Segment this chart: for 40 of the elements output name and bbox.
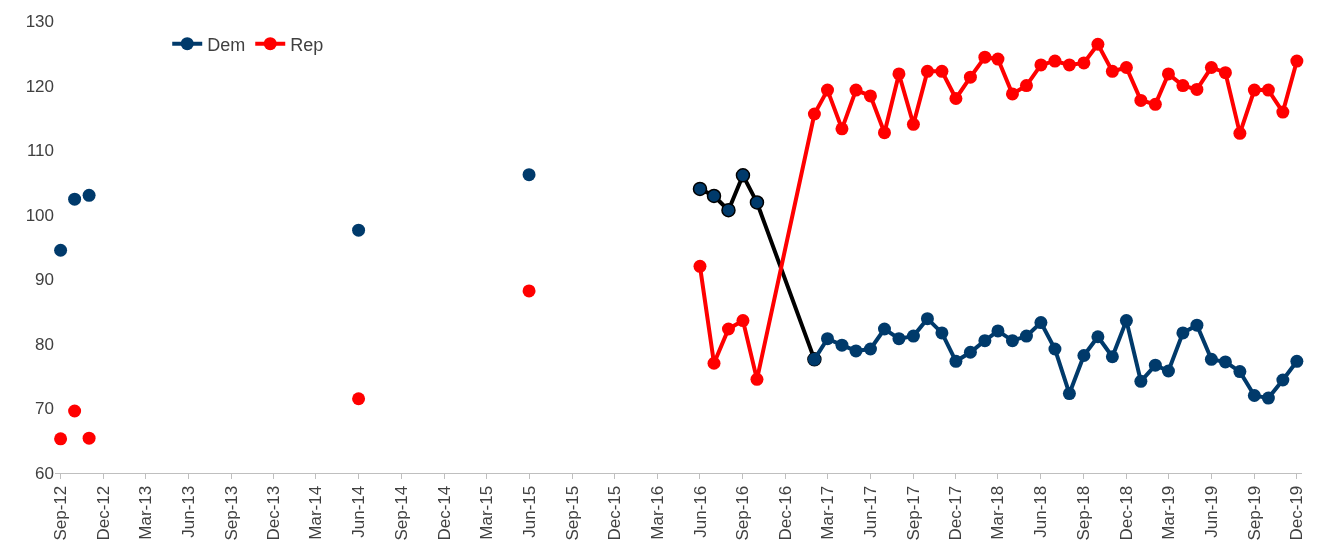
x-tick-label: Dec-16 (775, 485, 795, 541)
y-tick-label: 100 (25, 205, 54, 225)
x-tick-label: Jun-18 (1031, 485, 1051, 538)
x-tick-label: Jun-13 (178, 485, 198, 538)
x-tick-label: Mar-13 (135, 485, 155, 540)
y-tick-label: 130 (25, 11, 54, 31)
legend-label: Dem (207, 34, 246, 55)
y-tick-label: 110 (26, 141, 54, 161)
x-tick-label: Mar-16 (647, 485, 667, 540)
x-tick-label: Jun-16 (690, 485, 710, 538)
x-tick-label: Sep-17 (903, 485, 923, 541)
legend-label: Rep (290, 34, 324, 55)
x-tick-label: Sep-13 (221, 485, 241, 541)
y-tick-label: 60 (35, 463, 54, 483)
x-tick-label: Jun-17 (860, 485, 880, 538)
y-tick-label: 80 (35, 334, 54, 354)
y-tick-label: 120 (25, 76, 54, 96)
x-tick-label: Mar-18 (988, 485, 1008, 540)
x-tick-label: Dec-15 (605, 485, 625, 541)
x-tick-label: Sep-14 (392, 485, 412, 541)
x-tick-label: Sep-16 (733, 485, 753, 541)
x-tick-label: Dec-19 (1287, 485, 1307, 541)
x-tick-label: Sep-15 (562, 485, 582, 541)
x-tick-label: Dec-13 (264, 485, 284, 541)
x-tick-label: Mar-17 (818, 485, 838, 540)
x-tick-label: Dec-18 (1116, 485, 1136, 541)
x-tick-label: Jun-15 (519, 485, 539, 538)
x-tick-label: Dec-12 (93, 485, 113, 541)
x-tick-label: Sep-18 (1074, 485, 1094, 541)
x-tick-label: Mar-15 (476, 485, 496, 540)
y-tick-label: 90 (35, 270, 54, 290)
x-tick-label: Sep-12 (51, 485, 71, 541)
x-tick-label: Dec-14 (434, 485, 454, 541)
x-tick-label: Jun-19 (1201, 485, 1221, 538)
x-tick-label: Dec-17 (946, 485, 966, 541)
x-tick-label: Mar-14 (306, 485, 326, 540)
x-tick-label: Jun-14 (349, 485, 369, 538)
x-tick-label: Sep-19 (1244, 485, 1264, 541)
x-tick-label: Mar-19 (1158, 485, 1178, 540)
y-tick-label: 70 (35, 399, 54, 419)
